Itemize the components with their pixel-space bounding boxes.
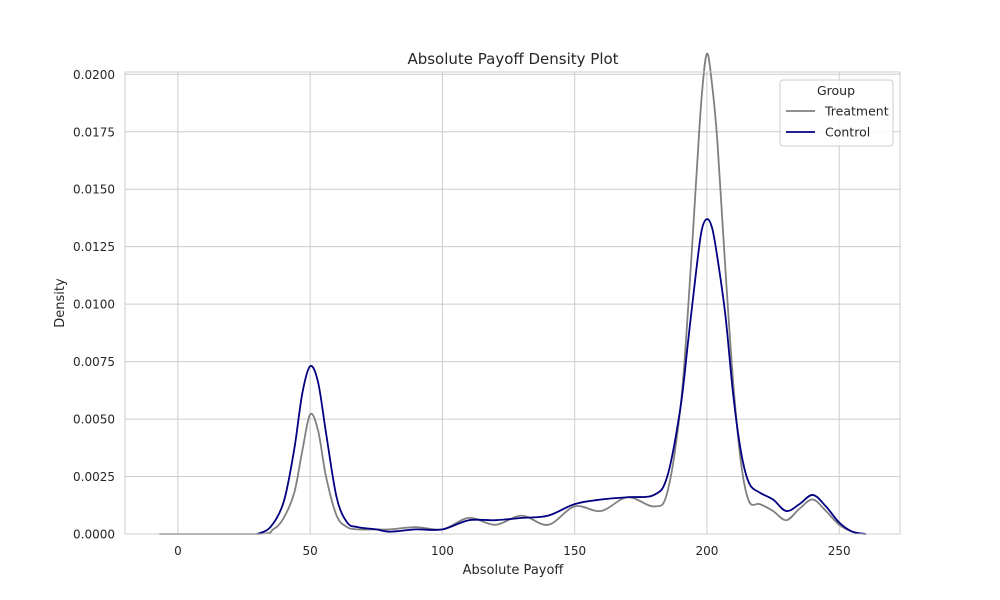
x-axis-ticks: 0 50 100 150 200 250 — [174, 544, 851, 558]
y-tick-label: 0.0050 — [73, 413, 115, 427]
x-tick-label: 100 — [431, 544, 454, 558]
y-tick-label: 0.0025 — [73, 470, 115, 484]
series-layer — [159, 52, 866, 535]
x-tick-label: 0 — [174, 544, 182, 558]
y-tick-label: 0.0075 — [73, 355, 115, 369]
y-tick-label: 0.0125 — [73, 240, 115, 254]
series-line-control — [256, 218, 866, 535]
plot-area — [124, 52, 901, 535]
x-tick-label: 50 — [303, 544, 318, 558]
legend-label-treatment: Treatment — [824, 104, 889, 119]
y-tick-label: 0.0200 — [73, 68, 115, 82]
y-tick-label: 0.0150 — [73, 183, 115, 197]
legend-label-control: Control — [825, 125, 870, 140]
legend-title: Group — [817, 83, 855, 98]
y-axis-label: Density — [53, 278, 68, 328]
x-tick-label: 200 — [695, 544, 718, 558]
plot-frame — [124, 71, 901, 535]
y-axis-ticks: 0.0000 0.0025 0.0050 0.0075 0.0100 0.0125 0.01… — [73, 68, 115, 542]
y-tick-label: 0.0100 — [73, 298, 115, 312]
y-tick-label: 0.0000 — [73, 528, 115, 542]
legend-box — [779, 79, 894, 147]
x-axis-label: Absolute Payoff — [463, 563, 565, 578]
chart-title: Absolute Payoff Density Plot — [407, 50, 618, 68]
x-tick-label: 150 — [563, 544, 586, 558]
grid — [125, 72, 900, 535]
legend-items: Treatment Control — [786, 104, 889, 140]
series-line-treatment — [159, 52, 866, 535]
plot-background — [125, 72, 900, 534]
legend: Group Treatment Control — [779, 79, 894, 147]
x-tick-label: 250 — [828, 544, 851, 558]
y-tick-label: 0.0175 — [73, 125, 115, 139]
